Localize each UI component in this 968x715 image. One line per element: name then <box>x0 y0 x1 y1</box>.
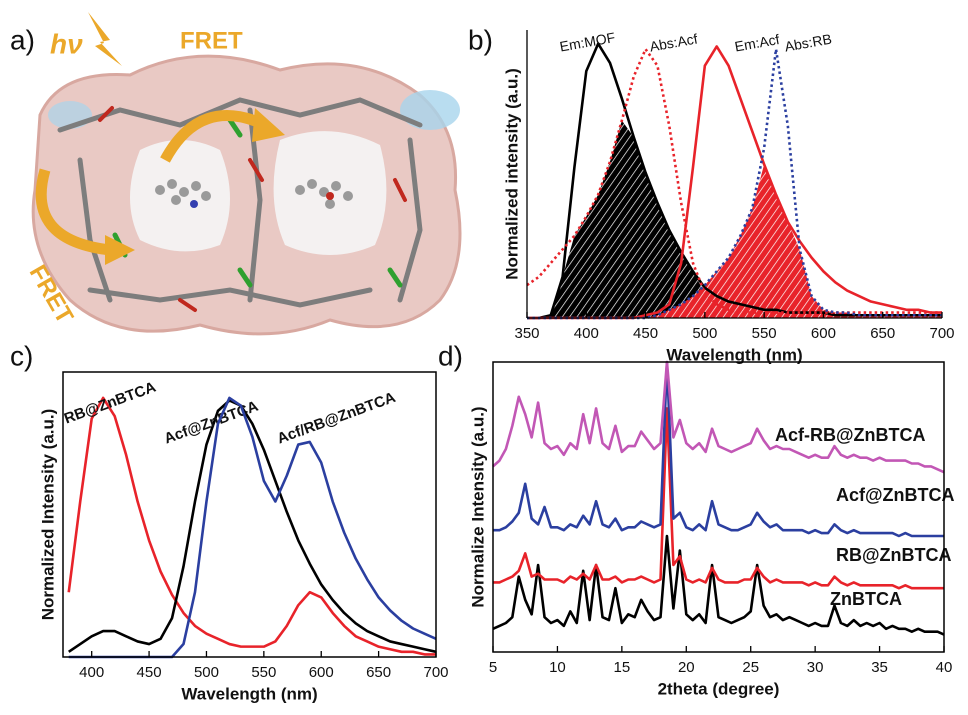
arrow-head <box>252 108 285 142</box>
overlap-hatch <box>527 164 942 318</box>
series-label: Em:Acf <box>733 31 780 55</box>
x-tick-label: 400 <box>574 325 599 342</box>
panel-label: b) <box>468 24 493 55</box>
x-axis-label: 2theta (degree) <box>658 679 780 698</box>
series-line <box>492 534 945 636</box>
x-tick-label: 500 <box>194 664 219 681</box>
series-line <box>68 396 437 659</box>
series-label: RB@ZnBTCA <box>62 379 158 428</box>
x-tick-label: 450 <box>633 325 658 342</box>
series-label: Acf@ZnBTCA <box>836 485 955 505</box>
chart-panel: Em:MOF Abs:Acf Em:Acf Abs:RB 350 400 450 500 550… <box>468 24 955 364</box>
x-tick-label: 700 <box>423 664 448 681</box>
y-axis-label: Normalized intensity (a.u.) <box>502 68 521 280</box>
series-line <box>527 42 942 320</box>
x-tick-label: 30 <box>807 659 824 676</box>
series-line <box>68 399 437 654</box>
x-tick-label: 550 <box>251 664 276 681</box>
series-line <box>492 360 945 474</box>
x-tick-label: 20 <box>678 659 695 676</box>
x-tick-label: 600 <box>811 325 836 342</box>
x-tick-label: 450 <box>137 664 162 681</box>
x-tick-label: 10 <box>549 659 566 676</box>
x-tick-label: 15 <box>614 659 631 676</box>
y-axis-label: Normalized Intensity (a.u.) <box>38 409 57 621</box>
panel-label: d) <box>438 340 463 371</box>
fret-arrow <box>35 168 111 256</box>
series-label: RB@ZnBTCA <box>836 545 952 565</box>
x-axis-label: Wavelength (nm) <box>666 345 802 364</box>
series-line <box>493 407 944 590</box>
x-tick-label: 650 <box>870 325 895 342</box>
x-tick-label: 40 <box>936 659 953 676</box>
series-label: Acf/RB@ZnBTCA <box>275 389 398 448</box>
overlap-hatch <box>527 120 942 318</box>
light-label: hν <box>50 28 83 59</box>
series-label: Abs:RB <box>783 31 833 55</box>
oxygen-sticks <box>98 106 407 312</box>
x-tick-label: 350 <box>514 325 539 342</box>
x-tick-label: 600 <box>309 664 334 681</box>
plot-frame <box>62 371 437 658</box>
surface-patch <box>400 90 460 130</box>
guest-molecules <box>155 179 353 209</box>
series-line <box>526 47 942 314</box>
plot-frame <box>492 361 945 653</box>
fret-label: FRET <box>180 27 243 54</box>
lightning <box>88 12 122 66</box>
series-label: ZnBTCA <box>830 589 902 609</box>
fret-arrow <box>160 110 268 163</box>
x-tick-label: 25 <box>742 659 759 676</box>
series-label: Em:MOF <box>558 29 616 54</box>
x-tick-label: 700 <box>929 325 954 342</box>
x-tick-label: 5 <box>489 659 497 676</box>
x-tick-label: 500 <box>692 325 717 342</box>
series-line <box>493 360 944 538</box>
series-line <box>67 396 436 656</box>
framework-sticks <box>57 97 423 308</box>
x-tick-label: 550 <box>752 325 777 342</box>
x-axis-label: Wavelength (nm) <box>181 684 317 703</box>
x-tick-label: 650 <box>366 664 391 681</box>
x-tick-label: 35 <box>871 659 888 676</box>
series-label: Abs:Acf <box>648 30 698 54</box>
arrow-head <box>105 235 135 265</box>
x-tick-label: 400 <box>79 664 104 681</box>
y-axis-label: Normalize Intensity (a.u.) <box>468 406 487 607</box>
series-label: Acf-RB@ZnBTCA <box>775 425 926 445</box>
mof-surface <box>31 54 462 336</box>
chart-panel: ZnBTCA RB@ZnBTCA Acf@ZnBTCA Acf-RB@ZnBTCA 5 1… <box>438 340 955 698</box>
pore <box>130 140 230 252</box>
panel-label: a) <box>10 24 35 55</box>
panel-a: a) hν FRET FRET <box>10 12 462 336</box>
panel-label: c) <box>10 340 33 371</box>
